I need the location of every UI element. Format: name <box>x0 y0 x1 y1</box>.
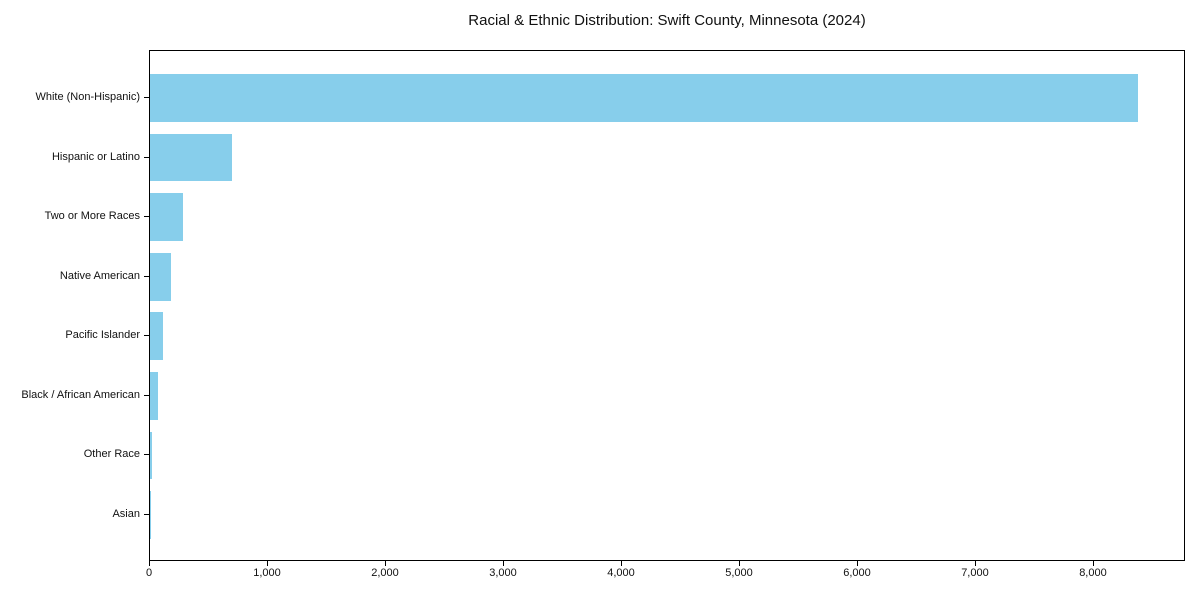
x-axis-tick-label: 0 <box>145 567 153 579</box>
bar-other-race <box>150 431 152 480</box>
x-axis-tick <box>149 561 150 566</box>
y-axis-label: Asian <box>112 507 140 520</box>
x-axis-tick <box>502 561 504 566</box>
y-axis-label: Black / African American <box>21 388 140 401</box>
x-axis-tick <box>384 561 386 566</box>
y-axis-label: Native American <box>59 269 140 282</box>
x-axis-tick-label: 8,000 <box>1079 567 1107 579</box>
y-axis-label: White (Non-Hispanic) <box>35 91 140 104</box>
x-axis-tick-label: 1,000 <box>253 567 281 579</box>
x-axis-tick-label: 6,000 <box>843 567 871 579</box>
y-axis-label: Two or More Races <box>44 210 140 223</box>
y-axis-tick <box>144 335 149 337</box>
x-axis-tick <box>266 561 268 566</box>
x-axis-tick-label: 7,000 <box>961 567 989 579</box>
chart-title: Racial & Ethnic Distribution: Swift Coun… <box>468 12 866 29</box>
x-axis-tick <box>856 561 858 566</box>
y-axis-tick <box>144 394 149 396</box>
x-axis-tick <box>1092 561 1094 566</box>
y-axis-tick <box>144 216 149 218</box>
y-axis-label: Hispanic or Latino <box>51 150 140 163</box>
y-axis-tick <box>144 513 149 515</box>
x-axis-tick <box>620 561 622 566</box>
x-axis-tick-label: 5,000 <box>725 567 753 579</box>
y-axis-tick <box>144 97 149 99</box>
y-axis-label: Pacific Islander <box>65 329 140 342</box>
bar-white-non-hispanic <box>150 74 1138 122</box>
bar-hispanic-or-latino <box>150 133 232 182</box>
plot-area <box>149 50 1185 561</box>
x-axis-tick <box>738 561 740 566</box>
x-axis-tick-label: 4,000 <box>607 567 635 579</box>
x-axis-tick-label: 3,000 <box>489 567 517 579</box>
y-axis-tick <box>144 454 149 456</box>
bar-asian <box>150 491 151 539</box>
x-axis-tick <box>974 561 976 566</box>
y-axis-tick <box>144 275 149 277</box>
bar-native-american <box>150 252 171 301</box>
bar-black-african-american <box>150 372 159 420</box>
x-axis-tick-label: 2,000 <box>371 567 399 579</box>
bar-pacific-islander <box>150 312 163 361</box>
bar-two-or-more-races <box>150 193 184 241</box>
y-axis-tick <box>144 156 149 158</box>
y-axis-label: Other Race <box>83 448 140 461</box>
